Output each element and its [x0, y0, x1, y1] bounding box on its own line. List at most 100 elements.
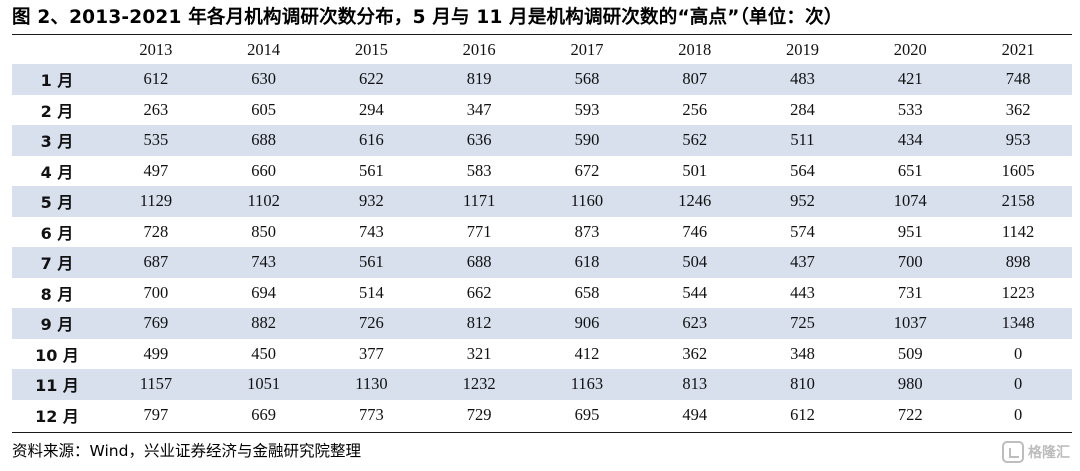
table-cell: 1223	[1001, 282, 1035, 302]
table-cell: 773	[359, 404, 384, 424]
table-cell: 583	[466, 160, 492, 180]
row-label: 8 月	[40, 284, 74, 304]
table-cell: 1037	[893, 313, 927, 333]
table-row: 10 月 499 450 377 321 412 362 348 509 0	[12, 338, 1072, 369]
table-cell: 873	[574, 221, 600, 241]
table-cell: 612	[143, 69, 169, 89]
table-cell: 662	[466, 282, 492, 302]
table-cell: 953	[1005, 130, 1031, 150]
table-cell: 882	[251, 313, 277, 333]
table-cell: 1246	[678, 191, 712, 211]
table-top-rule	[12, 34, 1072, 35]
table-cell: 590	[574, 130, 600, 150]
table-cell: 0	[1013, 343, 1023, 363]
table-header-row: 2013 2014 2015 2016 2017 2018 2019 2020 2021	[12, 35, 1072, 64]
table-cell: 612	[790, 404, 815, 424]
table-cell: 1348	[1001, 313, 1035, 333]
table-cell: 362	[1005, 99, 1031, 119]
table-cell: 726	[359, 313, 384, 333]
table-cell: 564	[790, 160, 815, 180]
table-cell: 748	[1005, 69, 1031, 89]
table-row: 2 月 263 605 294 347 593 256 284 533 362	[12, 94, 1072, 125]
table-cell: 421	[897, 69, 923, 89]
table-cell: 437	[790, 252, 815, 272]
table-cell: 618	[574, 252, 600, 272]
watermark-text: 格隆汇	[1028, 445, 1070, 461]
table-cell: 263	[143, 99, 169, 119]
table-cell: 294	[359, 99, 384, 119]
table-row: 5 月 1129 1102 932 1171 1160 1246 952 1074 2158	[12, 186, 1072, 217]
table-cell: 499	[143, 343, 169, 363]
table-cell: 511	[790, 130, 815, 150]
table-row: 9 月 769 882 726 812 906 623 725 1037 1348	[12, 308, 1072, 339]
table-cell: 593	[574, 99, 600, 119]
column-header: 2020	[893, 39, 927, 59]
table-cell: 533	[897, 99, 923, 119]
source-note: 资料来源：Wind，兴业证券经济与金融研究院整理	[12, 442, 361, 460]
table-cell: 494	[682, 404, 708, 424]
table-cell: 1074	[893, 191, 927, 211]
table-row: 11 月 1157 1051 1130 1232 1163 813 810 980 0	[12, 369, 1072, 400]
table-cell: 797	[143, 404, 169, 424]
table-cell: 731	[897, 282, 923, 302]
table-row: 8 月 700 694 514 662 658 544 443 731 1223	[12, 277, 1072, 308]
table-cell: 443	[790, 282, 815, 302]
table-cell: 377	[359, 343, 384, 363]
table-cell: 1171	[462, 191, 496, 211]
row-label: 4 月	[40, 162, 74, 182]
table-cell: 1129	[139, 191, 173, 211]
table-cell: 660	[251, 160, 277, 180]
table-cell: 807	[682, 69, 708, 89]
table-cell: 746	[682, 221, 708, 241]
table-cell: 980	[897, 374, 923, 394]
table-cell: 504	[682, 252, 708, 272]
table-cell: 898	[1005, 252, 1031, 272]
table-cell: 700	[143, 282, 169, 302]
column-header: 2018	[678, 39, 712, 59]
column-header: 2013	[139, 39, 173, 59]
table-cell: 669	[251, 404, 277, 424]
table-cell: 256	[682, 99, 708, 119]
row-label: 3 月	[40, 132, 74, 152]
table-cell: 497	[143, 160, 169, 180]
column-header: 2014	[247, 39, 281, 59]
table-cell: 622	[359, 69, 384, 89]
table-cell: 932	[359, 191, 384, 211]
table-cell: 1051	[247, 374, 281, 394]
table-cell: 348	[790, 343, 815, 363]
table-cell: 0	[1013, 374, 1023, 394]
row-label: 12 月	[35, 406, 79, 426]
table-cell: 688	[466, 252, 492, 272]
table-cell: 952	[790, 191, 815, 211]
row-label: 11 月	[35, 376, 79, 396]
row-label: 9 月	[40, 315, 74, 335]
row-label: 10 月	[35, 345, 79, 365]
table-cell: 535	[143, 130, 169, 150]
table-cell: 514	[359, 282, 384, 302]
table-cell: 284	[790, 99, 815, 119]
table-cell: 1163	[570, 374, 604, 394]
table-cell: 561	[359, 252, 384, 272]
table-cell: 2158	[1001, 191, 1035, 211]
table-cell: 1157	[139, 374, 173, 394]
table-cell: 658	[574, 282, 600, 302]
table-cell: 812	[466, 313, 492, 333]
table-row: 7 月 687 743 561 688 618 504 437 700 898	[12, 247, 1072, 278]
table-cell: 728	[143, 221, 169, 241]
column-header: 2016	[462, 39, 496, 59]
column-header: 2019	[785, 39, 819, 59]
table-cell: 810	[790, 374, 815, 394]
table-cell: 725	[790, 313, 815, 333]
table-cell: 623	[682, 313, 708, 333]
gelonghui-logo-icon	[1002, 441, 1024, 463]
table-cell: 636	[466, 130, 492, 150]
row-label: 2 月	[40, 101, 74, 121]
row-label: 5 月	[40, 193, 74, 213]
table-cell: 694	[251, 282, 277, 302]
table-cell: 1142	[1001, 221, 1035, 241]
table-cell: 630	[251, 69, 277, 89]
table-cell: 501	[682, 160, 708, 180]
table-bottom-rule	[12, 432, 1072, 433]
table-cell: 906	[574, 313, 600, 333]
table-cell: 769	[143, 313, 169, 333]
